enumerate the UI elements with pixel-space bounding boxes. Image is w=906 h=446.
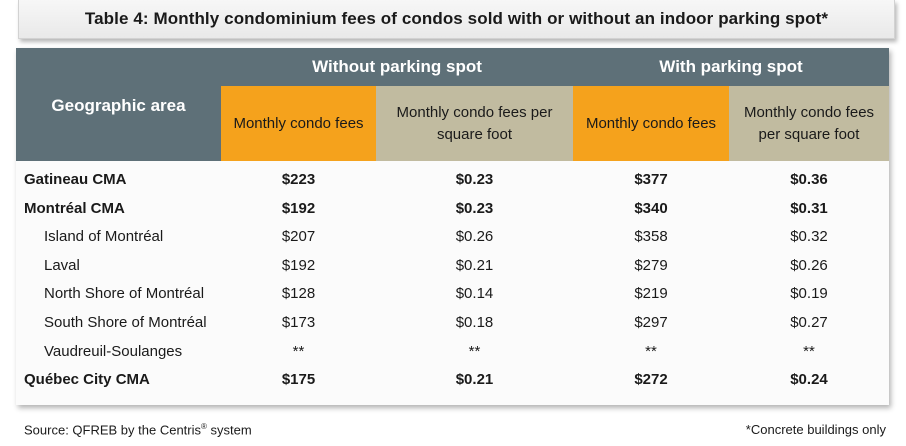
with-parking-header: With parking spot bbox=[659, 57, 803, 76]
without-fee-cell: $223 bbox=[281, 171, 316, 188]
concrete-note: *Concrete buildings only bbox=[745, 422, 886, 437]
without-sqft-cell: $0.23 bbox=[455, 199, 494, 217]
without-fee-cell: $173 bbox=[281, 314, 316, 331]
source-note: Source: QFREB by the Centris® system bbox=[24, 422, 252, 438]
table-row: Gatineau CMA $223 $0.23 $377 $0.36 bbox=[16, 165, 889, 194]
without-fee-cell: $175 bbox=[281, 371, 316, 389]
table-panel: Without parking spot With parking spot G… bbox=[16, 48, 889, 405]
with-fees-header: Monthly condo fees bbox=[573, 86, 729, 161]
with-fee-cell: ** bbox=[645, 342, 657, 360]
without-fees-label: Monthly condo fees bbox=[233, 114, 364, 132]
area-cell: Québec City CMA bbox=[24, 371, 150, 389]
with-fee-cell: $358 bbox=[634, 228, 668, 246]
table-row: Québec City CMA $175 $0.21 $272 $0.24 bbox=[16, 365, 889, 394]
area-cell: Montréal CMA bbox=[24, 199, 125, 217]
table-row: South Shore of Montréal $173 $0.18 $297 $0.2… bbox=[16, 308, 889, 337]
with-sqft-header: Monthly condo fees per square foot bbox=[729, 86, 889, 161]
with-fee-cell: $219 bbox=[634, 285, 668, 303]
table-row: North Shore of Montréal $128 $0.14 $219 $0.1… bbox=[16, 279, 889, 308]
without-fee-cell: $192 bbox=[281, 256, 316, 274]
with-fee-cell: $297 bbox=[634, 314, 668, 331]
with-fee-cell: $377 bbox=[634, 171, 668, 188]
with-sqft-cell: $0.27 bbox=[790, 314, 828, 331]
with-sqft-cell: $0.19 bbox=[790, 285, 828, 303]
with-fee-cell: $272 bbox=[634, 371, 668, 389]
with-sqft-label: Monthly condo fees per square foot bbox=[743, 103, 875, 143]
area-cell: South Shore of Montréal bbox=[44, 314, 207, 331]
with-fee-cell: $340 bbox=[634, 199, 668, 217]
without-fee-cell: ** bbox=[292, 342, 305, 360]
geographic-area-header: Geographic area bbox=[51, 96, 186, 115]
without-sqft-cell: $0.23 bbox=[455, 171, 494, 188]
with-sqft-cell: $0.26 bbox=[790, 256, 828, 274]
with-sqft-cell: $0.32 bbox=[790, 228, 828, 246]
with-sqft-cell: $0.36 bbox=[790, 171, 828, 188]
with-sqft-cell: $0.24 bbox=[790, 371, 828, 389]
table-row: Montréal CMA $192 $0.23 $340 $0.31 bbox=[16, 194, 889, 223]
without-sqft-label: Monthly condo fees per square foot bbox=[396, 103, 553, 143]
area-cell: Island of Montréal bbox=[44, 228, 164, 246]
table-row: Vaudreuil-Soulanges ** ** ** ** bbox=[16, 337, 889, 366]
with-fees-label: Monthly condo fees bbox=[585, 114, 717, 132]
table-row: Laval $192 $0.21 $279 $0.26 bbox=[16, 251, 889, 280]
without-fee-cell: $128 bbox=[281, 285, 316, 303]
table-row: Island of Montréal $207 $0.26 $358 $0.32 bbox=[16, 222, 889, 251]
without-sqft-cell: $0.14 bbox=[455, 285, 494, 303]
area-cell: Gatineau CMA bbox=[24, 171, 127, 188]
without-fee-cell: $207 bbox=[281, 228, 316, 246]
area-cell: Vaudreuil-Soulanges bbox=[44, 342, 183, 360]
without-sqft-cell: $0.21 bbox=[455, 371, 494, 389]
table-title: Table 4: Monthly condominium fees of con… bbox=[18, 0, 895, 39]
area-cell: Laval bbox=[44, 256, 80, 274]
table-header: Without parking spot With parking spot G… bbox=[16, 48, 889, 161]
without-sqft-cell: $0.26 bbox=[455, 228, 494, 246]
with-sqft-cell: $0.31 bbox=[790, 199, 828, 217]
without-sqft-cell: $0.21 bbox=[455, 256, 494, 274]
with-sqft-cell: ** bbox=[803, 342, 815, 360]
without-parking-header: Without parking spot bbox=[312, 57, 482, 76]
without-sqft-header: Monthly condo fees per square foot bbox=[376, 86, 573, 161]
without-sqft-cell: ** bbox=[468, 342, 481, 360]
without-fees-header: Monthly condo fees bbox=[221, 86, 376, 161]
without-sqft-cell: $0.18 bbox=[455, 314, 494, 331]
without-fee-cell: $192 bbox=[281, 199, 316, 217]
with-fee-cell: $279 bbox=[634, 256, 668, 274]
area-cell: North Shore of Montréal bbox=[44, 285, 205, 303]
